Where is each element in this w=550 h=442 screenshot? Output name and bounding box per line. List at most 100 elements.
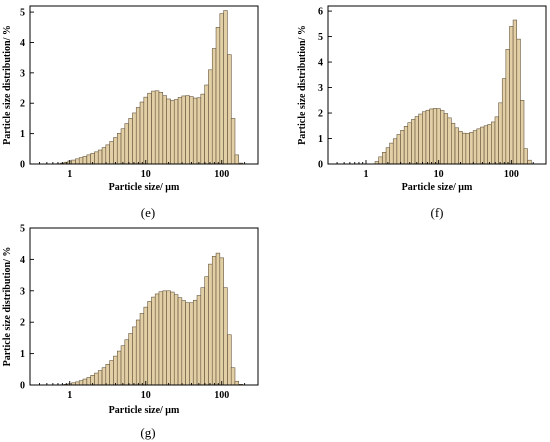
y-tick-label: 2 [318, 109, 323, 120]
x-tick-label: 1 [67, 169, 72, 180]
bar [101, 367, 107, 386]
chart-panel-g: 0 1 2 3 4 5 1 10 100 Particle size/ μm Particle si… [2, 224, 259, 440]
bar [162, 290, 167, 386]
bar [105, 144, 110, 165]
bar [154, 293, 160, 386]
y-tick-label: 4 [318, 58, 323, 69]
bar [476, 128, 481, 165]
bar [208, 69, 213, 165]
bar [177, 297, 183, 386]
bar [139, 101, 145, 165]
bar [211, 255, 217, 386]
bar [418, 113, 423, 165]
bar [132, 112, 137, 165]
bar [432, 108, 438, 165]
bar [411, 119, 416, 165]
bar [480, 126, 485, 165]
bar [487, 124, 492, 165]
bar [94, 151, 99, 165]
bar [181, 95, 186, 165]
plot-frame [29, 227, 259, 386]
bar [97, 370, 103, 386]
bar [94, 372, 99, 386]
bar [400, 130, 405, 165]
y-tick-label: 3 [318, 83, 323, 94]
y-tick-label: 2 [20, 99, 25, 110]
bar [527, 159, 532, 165]
y-tick-label: 2 [20, 318, 25, 329]
bar [120, 128, 126, 165]
bar [151, 90, 156, 165]
bar [124, 123, 129, 165]
bar [192, 299, 198, 386]
x-tick-label: 10 [141, 169, 151, 180]
bar [414, 116, 419, 165]
x-tick-label: 100 [504, 169, 519, 180]
bar [151, 296, 156, 386]
bar [166, 290, 171, 386]
bar [462, 132, 467, 165]
x-axis-label: Particle size/ μm [402, 182, 473, 193]
y-tick-label: 0 [20, 160, 25, 171]
bar [162, 95, 167, 165]
bars [374, 19, 532, 165]
bar [189, 96, 194, 165]
chart-panel-e: 0 1 2 3 4 5 1 10 100 Particle size/ μm Particle si… [2, 5, 259, 220]
chart-panel-f: 0 1 2 3 4 5 6 1 10 100 Particle size/ μm Particle s… [297, 5, 547, 220]
bar [223, 10, 228, 165]
x-tick-label: 10 [141, 390, 151, 401]
bar [469, 132, 474, 165]
bar [396, 134, 401, 165]
x-tick-label: 100 [214, 169, 229, 180]
bar [101, 147, 107, 165]
bar [451, 122, 456, 165]
y-tick-label: 3 [20, 286, 25, 297]
y-tick-label: 1 [20, 129, 25, 140]
bar [436, 108, 441, 165]
panel-label: (e) [141, 205, 155, 220]
bar [230, 367, 236, 386]
bar [219, 13, 224, 165]
panel-label: (g) [140, 425, 155, 440]
bar [166, 98, 171, 165]
bar [429, 108, 434, 165]
y-tick-label: 1 [318, 134, 323, 145]
bar [86, 154, 91, 165]
bar [128, 118, 133, 165]
bar [219, 257, 224, 386]
bar [173, 99, 179, 165]
bar [71, 159, 76, 165]
bar [494, 116, 499, 165]
bar [440, 110, 445, 165]
bar [230, 118, 236, 165]
x-tick-label: 10 [434, 169, 444, 180]
bar [227, 334, 232, 386]
bar [185, 302, 190, 386]
bar [196, 295, 202, 386]
bar [82, 156, 88, 165]
bar [215, 26, 221, 165]
bar [116, 133, 122, 165]
bar [512, 19, 517, 165]
y-tick-label: 0 [318, 160, 323, 171]
bar [498, 102, 503, 165]
bar [154, 90, 160, 165]
bar [177, 97, 183, 165]
bar [208, 263, 213, 386]
bar [472, 130, 478, 165]
plot-frame [29, 5, 259, 165]
bar [422, 111, 427, 165]
x-axis-label: Particle size/ μm [109, 182, 180, 193]
bar [223, 287, 228, 386]
bar [204, 276, 209, 386]
bar [200, 287, 205, 386]
y-tick-label: 6 [318, 7, 323, 18]
bar [143, 306, 148, 386]
bar [200, 93, 205, 165]
bar [78, 157, 84, 165]
bar [392, 138, 398, 165]
bar [483, 125, 489, 165]
plot-frame [327, 5, 547, 165]
x-tick-label: 1 [363, 169, 368, 180]
y-tick-label: 3 [20, 68, 25, 79]
